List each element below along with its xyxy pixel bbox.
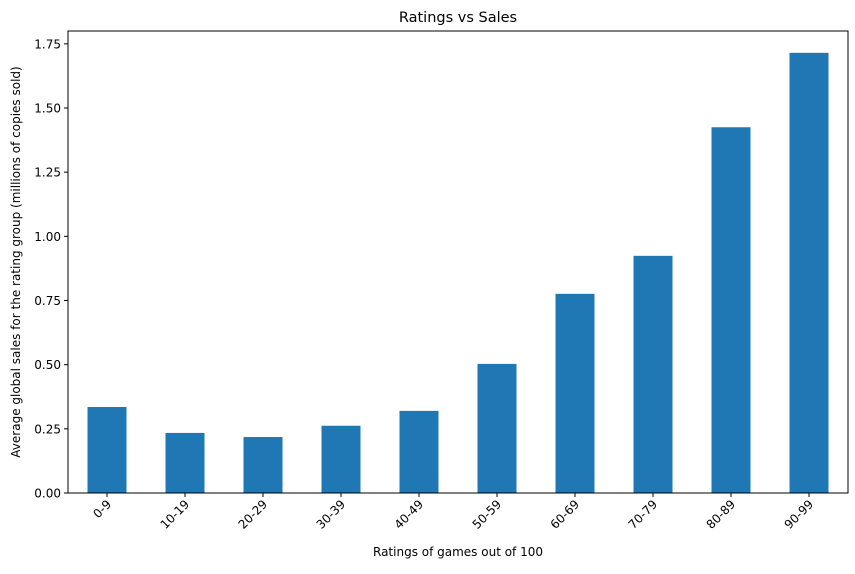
x-tick-label: 80-89 xyxy=(704,497,739,532)
y-tick-label: 0.25 xyxy=(34,422,61,436)
y-tick-label: 1.50 xyxy=(34,102,61,116)
y-tick-label: 1.25 xyxy=(34,166,61,180)
bar-50-59 xyxy=(477,363,517,493)
x-tick-label: 10-19 xyxy=(158,497,193,532)
x-tick-label: 20-29 xyxy=(236,497,271,532)
x-tick-label: 30-39 xyxy=(314,497,349,532)
bar-90-99 xyxy=(789,52,829,494)
bar-40-49 xyxy=(399,410,439,493)
bars-group xyxy=(87,52,829,494)
y-tick-label: 0.50 xyxy=(34,358,61,372)
x-tick-label: 50-59 xyxy=(470,497,505,532)
y-tick-label: 0.75 xyxy=(34,294,61,308)
x-axis-label: Ratings of games out of 100 xyxy=(373,545,543,559)
bar-30-39 xyxy=(321,425,361,493)
bar-70-79 xyxy=(633,255,673,493)
x-tick-label: 40-49 xyxy=(392,497,427,532)
y-axis-label: Average global sales for the rating grou… xyxy=(9,66,23,457)
bar-0-9 xyxy=(87,407,127,493)
x-tick-label: 70-79 xyxy=(626,497,661,532)
y-tick-label: 1.00 xyxy=(34,230,61,244)
x-axis-ticks: 0-9 10-19 20-29 30-39 40-49 50-59 60-69 70-79 80… xyxy=(90,493,816,532)
bar-60-69 xyxy=(555,293,595,493)
x-tick-label: 90-99 xyxy=(782,497,817,532)
x-tick-label: 60-69 xyxy=(548,497,583,532)
y-tick-label: 1.75 xyxy=(34,37,61,51)
plot-frame xyxy=(67,30,849,494)
x-tick-label: 0-9 xyxy=(90,497,114,521)
bar-20-29 xyxy=(243,437,283,493)
chart-title: Ratings vs Sales xyxy=(399,10,517,26)
y-axis-ticks: 0.00 0.25 0.50 0.75 1.00 1.25 1.50 1.75 xyxy=(34,37,68,501)
bar-80-89 xyxy=(711,127,751,493)
bar-10-19 xyxy=(165,432,205,493)
y-tick-label: 0.00 xyxy=(34,487,61,501)
